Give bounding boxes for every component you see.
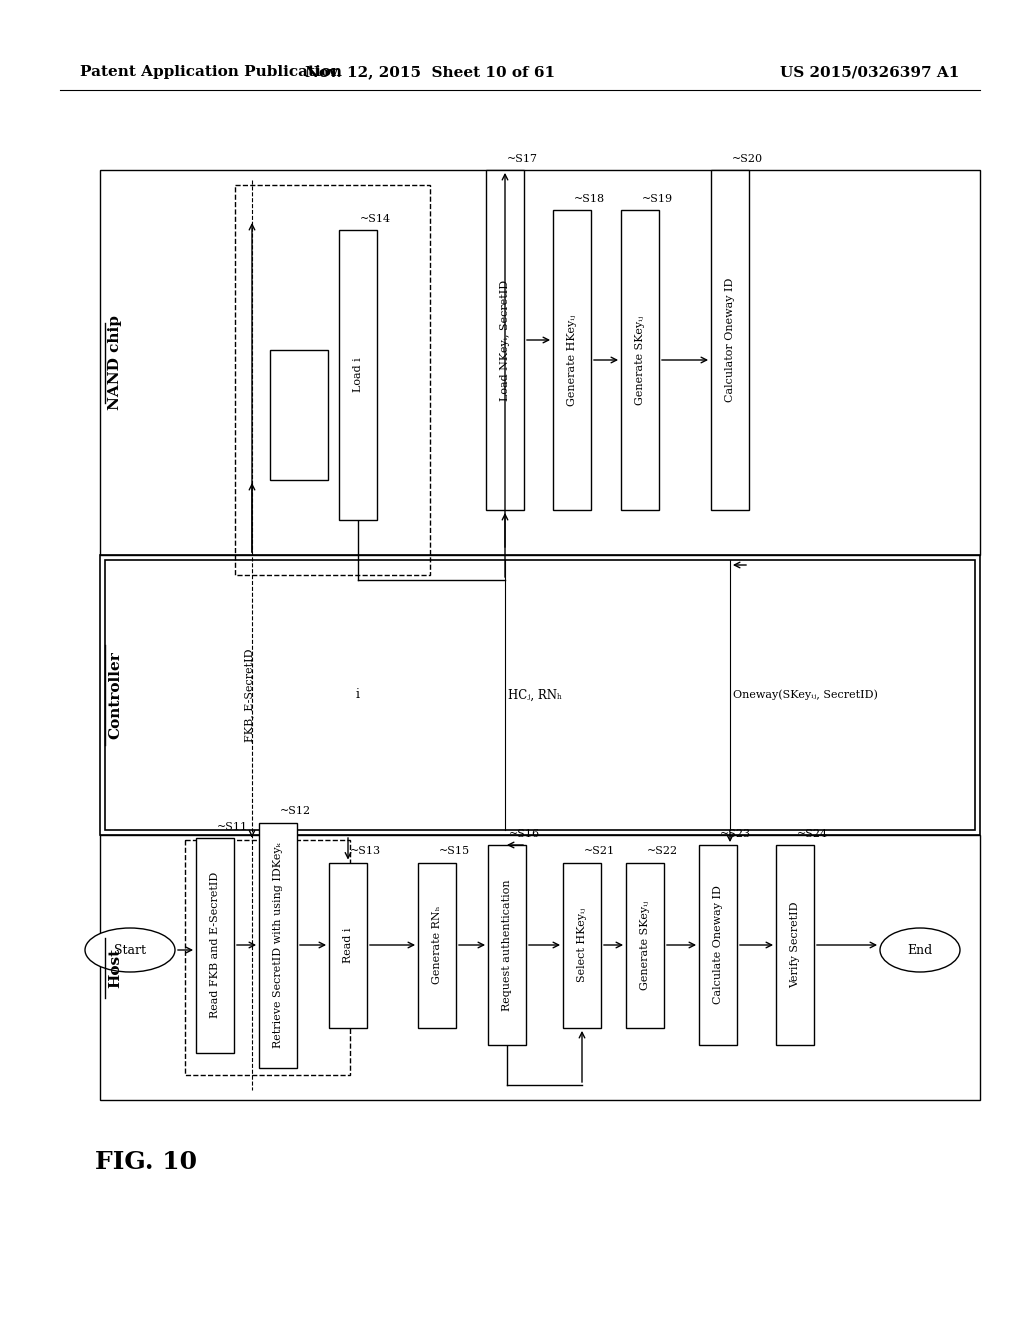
Text: FKB, E-SecretID: FKB, E-SecretID [244,648,254,742]
Text: ~S15: ~S15 [439,846,470,857]
Text: Start: Start [114,944,146,957]
Bar [259,822,297,1068]
Text: Patent Application Publication: Patent Application Publication [80,65,342,79]
Bar [776,845,814,1045]
Text: HCⱼ, RNₕ: HCⱼ, RNₕ [508,689,562,701]
Text: Load i: Load i [353,358,362,392]
Text: ~S13: ~S13 [350,846,381,857]
Bar [105,560,975,830]
Text: ~S20: ~S20 [732,154,763,164]
Bar [270,350,328,480]
Bar [418,862,456,1027]
Text: ~S11: ~S11 [217,821,248,832]
Bar [100,554,980,836]
Bar [626,862,664,1027]
Text: Select HKeyᵢⱼ: Select HKeyᵢⱼ [577,908,587,982]
Text: Oneway(SKeyᵢⱼ, SecretID): Oneway(SKeyᵢⱼ, SecretID) [733,690,878,701]
Bar [621,210,659,510]
Ellipse shape [880,928,961,972]
Text: Retrieve SecretID with using IDKeyₖ: Retrieve SecretID with using IDKeyₖ [273,842,283,1048]
Text: Nov. 12, 2015  Sheet 10 of 61: Nov. 12, 2015 Sheet 10 of 61 [305,65,555,79]
Text: End: End [907,944,933,957]
Text: Calculator Oneway ID: Calculator Oneway ID [725,277,735,403]
Bar [100,836,980,1100]
Text: ~S24: ~S24 [797,829,828,840]
Text: ~S17: ~S17 [507,154,538,164]
Text: Generate SKeyᵢⱼ: Generate SKeyᵢⱼ [640,900,650,990]
Bar [196,837,234,1052]
Bar [329,862,367,1027]
Text: ~S23: ~S23 [720,829,752,840]
Text: ~S21: ~S21 [584,846,615,857]
Bar [553,210,591,510]
Text: Host: Host [108,948,122,987]
Text: ~S19: ~S19 [642,194,673,205]
Text: ~S12: ~S12 [280,807,311,817]
Text: Load NKeyᵢ, SecretID: Load NKeyᵢ, SecretID [500,280,510,400]
Bar [486,170,524,510]
Text: FIG. 10: FIG. 10 [95,1150,197,1173]
Text: Controller: Controller [108,651,122,739]
Text: ~S18: ~S18 [574,194,605,205]
Bar [699,845,737,1045]
Text: Request authentication: Request authentication [502,879,512,1011]
Text: Verify SecretID: Verify SecretID [790,902,800,989]
Bar [339,230,377,520]
Bar [488,845,526,1045]
Ellipse shape [85,928,175,972]
Text: Calculate Oneway ID: Calculate Oneway ID [713,886,723,1005]
Bar [185,840,350,1074]
Text: Generate HKeyᵢⱼ: Generate HKeyᵢⱼ [567,314,577,405]
Bar [100,170,980,554]
Text: ~S14: ~S14 [360,214,391,224]
Text: Read FKB and E-SecretID: Read FKB and E-SecretID [210,873,220,1018]
Text: Read i: Read i [343,927,353,962]
Bar [234,185,430,576]
Text: ~S16: ~S16 [509,829,540,840]
Text: ~S22: ~S22 [647,846,678,857]
Text: Generate SKeyᵢⱼ: Generate SKeyᵢⱼ [635,315,645,405]
Text: NAND chip: NAND chip [108,315,122,411]
Text: Generate RNₕ: Generate RNₕ [432,906,442,985]
Text: US 2015/0326397 A1: US 2015/0326397 A1 [780,65,959,79]
Bar [711,170,749,510]
Text: i: i [356,689,360,701]
Bar [563,862,601,1027]
